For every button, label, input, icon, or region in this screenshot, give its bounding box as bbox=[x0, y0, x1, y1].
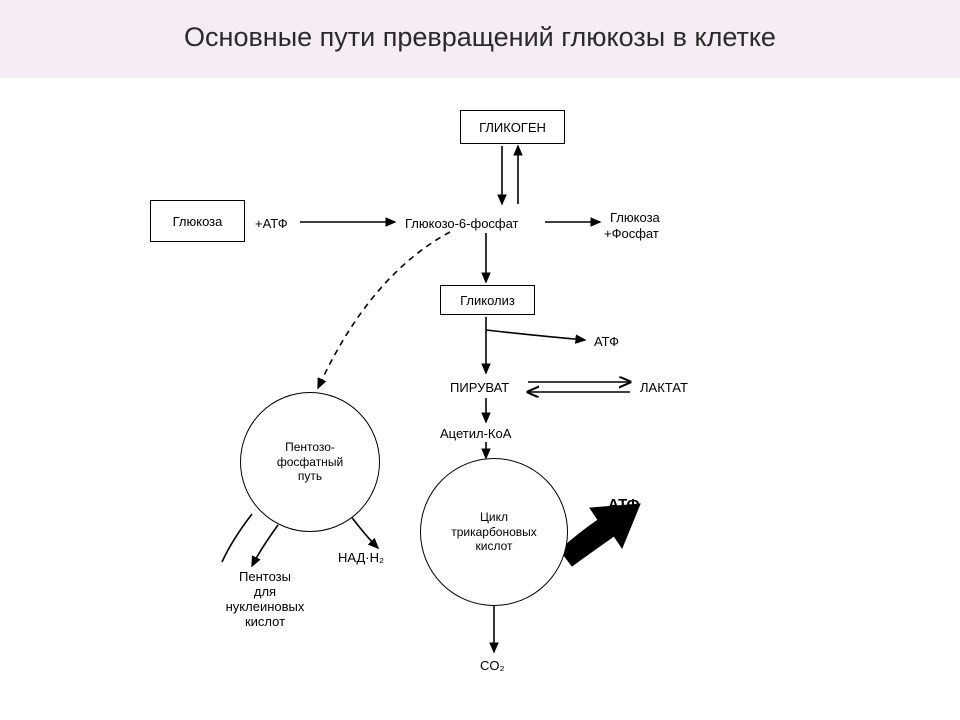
node-ppp-circle: Пентозо- фосфатный путь bbox=[240, 392, 380, 532]
node-glucose-label: Глюкоза bbox=[173, 214, 223, 229]
node-tca-circle: Цикл трикарбоновых кислот bbox=[420, 458, 568, 606]
node-ppp-label: Пентозо- фосфатный путь bbox=[277, 440, 343, 483]
node-glycolysis: Гликолиз bbox=[440, 285, 535, 315]
node-co2: CO₂ bbox=[480, 658, 505, 673]
node-acetyl-coa: Ацетил-КоА bbox=[440, 426, 511, 441]
node-pentoses: Пентозы для нуклеиновых кислот bbox=[210, 570, 320, 630]
node-g6p: Глюкозо-6-фосфат bbox=[405, 216, 519, 231]
node-nadh: НАД·H₂ bbox=[338, 550, 384, 565]
node-glycolysis-label: Гликолиз bbox=[460, 293, 515, 308]
node-plus-atp: +АТФ bbox=[255, 216, 288, 231]
node-plus-phosphate: +Фосфат bbox=[604, 226, 659, 241]
node-glycogen: ГЛИКОГЕН bbox=[460, 110, 565, 144]
node-atp1: АТФ bbox=[594, 334, 619, 349]
node-glucose-out: Глюкоза bbox=[610, 210, 660, 225]
node-atp2: АТФ bbox=[608, 496, 639, 513]
diagram-canvas: ГЛИКОГЕН Глюкоза Гликолиз +АТФ Глюкозо-6… bbox=[0, 100, 960, 720]
page-title: Основные пути превращений глюкозы в клет… bbox=[0, 22, 960, 53]
node-tca-label: Цикл трикарбоновых кислот bbox=[451, 510, 537, 553]
node-lactate: ЛАКТАТ bbox=[640, 380, 688, 395]
node-pyruvate: ПИРУВАТ bbox=[450, 380, 509, 395]
node-glucose: Глюкоза bbox=[150, 200, 245, 242]
arrows-layer bbox=[0, 100, 960, 720]
node-glycogen-label: ГЛИКОГЕН bbox=[479, 120, 546, 135]
